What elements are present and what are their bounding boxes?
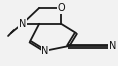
Text: N: N <box>41 46 49 56</box>
Text: N: N <box>19 19 26 29</box>
Text: N: N <box>109 41 117 51</box>
Text: O: O <box>57 3 65 13</box>
